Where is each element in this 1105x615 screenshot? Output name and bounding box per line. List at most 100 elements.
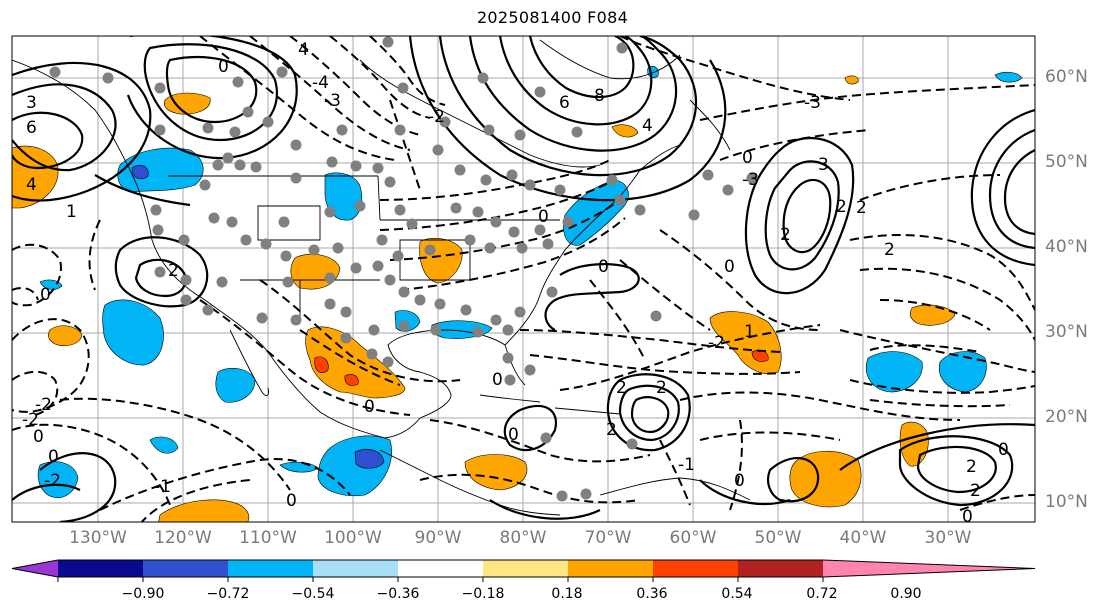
station-dot [542, 238, 554, 250]
station-dot [216, 276, 228, 288]
station-dot [430, 324, 442, 336]
station-dot [484, 242, 496, 254]
colorbar-tick-label: 0.90 [890, 586, 922, 602]
lat-label: 60°N [1045, 67, 1088, 87]
station-dot [354, 200, 366, 212]
lon-label: 30°W [924, 528, 972, 548]
station-dot [392, 250, 404, 262]
station-dot [260, 238, 272, 250]
negative-area [37, 461, 79, 498]
station-dot [490, 314, 502, 326]
station-dot [746, 172, 758, 184]
colorbar-segment [738, 560, 823, 577]
station-dot [242, 106, 254, 118]
contour-label: 0 [742, 148, 753, 168]
station-dot [102, 72, 114, 84]
station-dot [394, 124, 406, 136]
contour-label: 0 [40, 285, 51, 305]
contour-label: 8 [594, 86, 605, 106]
station-dot [276, 66, 288, 78]
station-dot [477, 72, 489, 84]
lat-label: 10°N [1045, 492, 1088, 512]
lon-label: 50°W [754, 528, 802, 548]
station-dot [434, 298, 446, 310]
station-dot [398, 320, 410, 332]
colorbar-tick-label: −0.36 [376, 586, 420, 602]
station-dot [460, 304, 472, 316]
station-dot [324, 298, 336, 310]
station-dot [384, 274, 396, 286]
negative-area [938, 351, 987, 393]
station-dot [340, 306, 352, 318]
station-dot [208, 212, 220, 224]
station-dot [336, 124, 348, 136]
contour-label: -3 [804, 93, 821, 113]
colorbar-max-extension [823, 560, 1035, 577]
station-dot [332, 242, 344, 254]
station-dot [280, 250, 292, 262]
contour-label: 2 [884, 240, 895, 260]
colorbar-tick-label: −0.90 [121, 586, 165, 602]
station-dot [472, 206, 484, 218]
lon-label: 90°W [414, 528, 462, 548]
station-dot [372, 260, 384, 272]
contour-label: 2 [836, 197, 847, 217]
contour-labels: 3 6 4 1 0 2 -2 -2 0 -1 0 0 -2 0 0 0 0 -2… [22, 40, 1009, 522]
contour-label: 2 [168, 261, 179, 281]
contour-label: 4 [298, 40, 309, 60]
contour-label: -1 [154, 477, 171, 497]
station-dot [534, 86, 546, 98]
colorbar-segment [483, 560, 568, 577]
station-dot [154, 266, 166, 278]
solid-contours [12, 36, 1035, 522]
lon-label: 80°W [499, 528, 547, 548]
contour-label: 2 [970, 481, 981, 501]
map-title: 2025081400 F084 [476, 8, 629, 27]
station-dot [290, 172, 302, 184]
colorbar-tick-label: 0.72 [806, 586, 838, 602]
dashed-contours [12, 36, 1035, 522]
station-dot [180, 274, 192, 286]
lon-label: 120°W [154, 528, 212, 548]
lon-label: 70°W [584, 528, 632, 548]
negative-area [354, 449, 385, 469]
station-dot [504, 374, 516, 386]
positive-area [844, 75, 859, 85]
colorbar-tick-label: −0.72 [206, 586, 250, 602]
colorbar-tick-label: −0.18 [461, 586, 505, 602]
station-dot [514, 306, 526, 318]
negative-area [994, 71, 1023, 83]
station-dot [514, 129, 526, 141]
station-dot [506, 169, 518, 181]
station-dot [480, 174, 492, 186]
station-dot [350, 160, 362, 172]
station-dot [326, 156, 338, 168]
contour-label: 4 [26, 175, 37, 195]
station-dot [394, 204, 406, 216]
station-dot [256, 312, 268, 324]
station-dot [202, 122, 214, 134]
station-dot [384, 176, 396, 188]
contour-label: 2 [606, 420, 617, 440]
colorbar-segment [398, 560, 483, 577]
station-dot [546, 286, 558, 298]
station-dot [616, 42, 628, 54]
station-dot [606, 174, 618, 186]
contour-label: -1 [678, 455, 695, 475]
positive-area [314, 356, 329, 373]
contour-label: 3 [26, 93, 37, 113]
station-dot [432, 144, 444, 156]
contour-label: 0 [48, 447, 59, 467]
station-dot [524, 179, 536, 191]
station-dot [439, 116, 451, 128]
positive-area [12, 145, 59, 209]
station-dot [366, 348, 378, 360]
station-dot [398, 286, 410, 298]
station-dot [49, 66, 61, 78]
contour-label: -2 [22, 410, 39, 430]
station-dot [350, 262, 362, 274]
station-dot [524, 364, 536, 376]
positive-area [158, 499, 250, 522]
contour-label: -2 [428, 107, 445, 127]
